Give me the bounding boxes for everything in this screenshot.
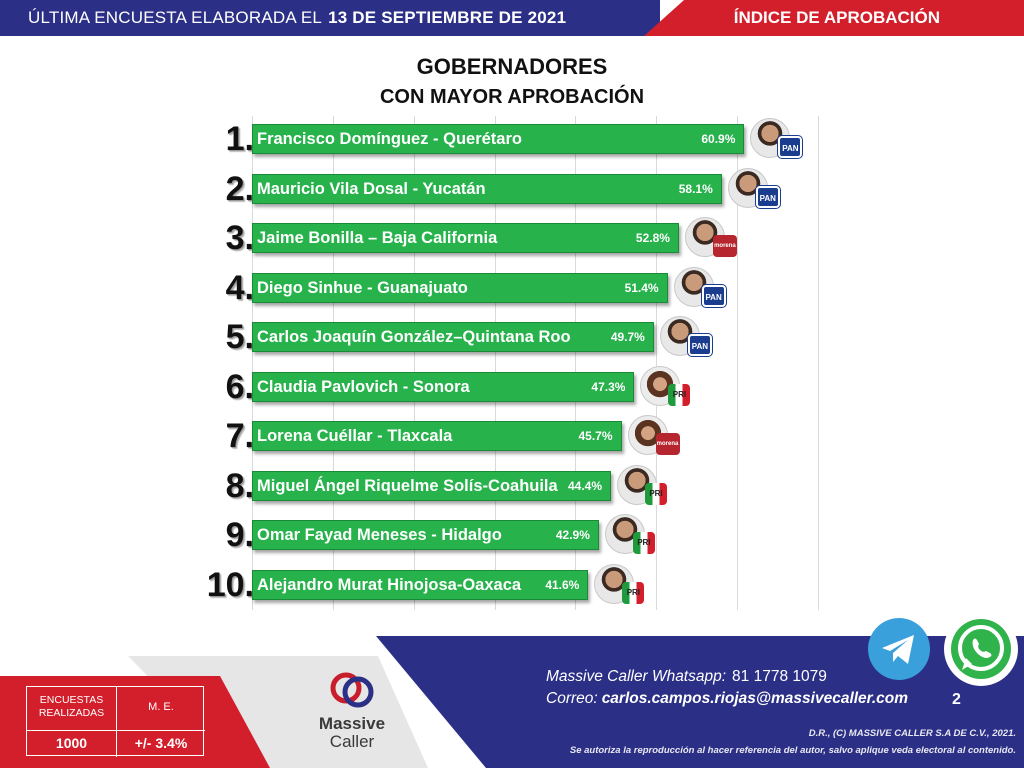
rank-label: 8.	[225, 466, 254, 505]
approval-value-label: 49.7%	[610, 330, 645, 344]
surveys-count-label: ENCUESTAS REALIZADAS	[27, 687, 117, 731]
rank-label: 10.	[206, 565, 254, 604]
approval-value-label: 52.8%	[635, 231, 670, 245]
approval-value-label: 47.3%	[591, 379, 626, 394]
governor-name-label: Claudia Pavlovich - Sonora	[257, 377, 470, 396]
rank-label: 2.	[225, 169, 254, 208]
approval-value-label: 42.9%	[555, 528, 590, 542]
telegram-icon[interactable]	[868, 618, 930, 680]
governor-name-label: Omar Fayad Meneses - Hidalgo	[257, 526, 502, 544]
rank-label: 4.	[225, 268, 254, 307]
approval-bar: Francisco Domínguez - Querétaro 60.9%	[252, 124, 745, 154]
approval-bar: Claudia Pavlovich - Sonora 47.3%	[252, 371, 635, 402]
survey-date-label: ÚLTIMA ENCUESTA ELABORADA EL	[28, 8, 323, 27]
logo-text-caller: Caller	[329, 732, 375, 751]
gridline	[252, 116, 253, 610]
whatsapp-contact: Massive Caller Whatsapp: 81 1778 1079	[546, 668, 827, 686]
approval-bar: Miguel Ángel Riquelme Solís-Coahuila 44.4…	[252, 470, 611, 501]
approval-value-label: 44.4%	[567, 478, 602, 493]
party-logo-pan: PAN	[778, 136, 803, 158]
approval-bar: Mauricio Vila Dosal - Yucatán 58.1%	[252, 173, 722, 204]
margin-error-value: +/- 3.4%	[134, 735, 188, 751]
rank-label: 1.	[225, 120, 254, 158]
party-logo-morena: morena	[712, 235, 737, 257]
chart-title: GOBERNADORES	[416, 54, 608, 79]
governor-name-label: Francisco Domínguez - Querétaro	[257, 130, 522, 148]
gridline	[332, 116, 334, 610]
party-logo-pan: PAN	[687, 334, 712, 356]
logo-mark-icon	[330, 672, 374, 708]
chart-subtitle: CON MAYOR APROBACIÓN	[379, 86, 645, 108]
gridline	[413, 116, 415, 610]
party-logo-pri: PRI	[622, 581, 645, 604]
approval-value-label: 45.7%	[578, 429, 613, 443]
party-logo-pan: PAN	[755, 185, 780, 208]
whatsapp-phone-icon	[951, 619, 1011, 679]
approval-value-label: 41.6%	[545, 577, 580, 592]
governor-name-label: Carlos Joaquín González–Quintana Roo	[257, 328, 571, 346]
telegram-plane-icon	[882, 635, 914, 664]
approval-bar: Lorena Cuéllar - Tlaxcala 45.7%	[252, 421, 622, 451]
header-bar: ÚLTIMA ENCUESTA ELABORADA EL 13 DE SEPTIE…	[0, 0, 1024, 36]
survey-date-text: ÚLTIMA ENCUESTA ELABORADA EL 13 DE SEPTIE…	[28, 8, 566, 28]
approval-bar: Omar Fayad Meneses - Hidalgo 42.9%	[252, 520, 599, 550]
rank-label: 6.	[225, 367, 254, 406]
email-contact: Correo: carlos.campos.riojas@massivecalle…	[546, 690, 908, 708]
gridline	[737, 116, 739, 610]
party-logo-morena: morena	[655, 433, 680, 455]
authorization-text: Se autoriza la reproducción al hacer ref…	[569, 745, 1016, 756]
rank-label: 9.	[225, 516, 254, 554]
whatsapp-number[interactable]: 81 1778 1079	[732, 668, 827, 685]
party-logo-pri: PRI	[645, 482, 667, 505]
email-label: Correo:	[546, 690, 598, 707]
page-number: 2	[952, 691, 961, 708]
gridline	[494, 116, 496, 610]
rank-label: 3.	[225, 219, 254, 257]
party-logo-pri: PRI	[632, 532, 655, 554]
approval-value-label: 58.1%	[678, 181, 713, 196]
party-logo-pri: PRI	[668, 383, 691, 406]
header-right-panel	[644, 0, 1024, 36]
governor-name-label: Lorena Cuéllar - Tlaxcala	[257, 427, 453, 445]
approval-bar: Diego Sinhue - Guanajuato 51.4%	[252, 272, 668, 303]
logo-text-massive: Massive	[318, 714, 386, 733]
approval-bar: Jaime Bonilla – Baja California 52.8%	[252, 223, 679, 253]
survey-date: 13 DE SEPTIEMBRE DE 2021	[328, 8, 567, 27]
governor-name-label: Diego Sinhue - Guanajuato	[257, 278, 468, 297]
party-logo-pan: PAN	[701, 284, 726, 307]
rank-label: 5.	[225, 318, 254, 356]
footer-red-panel	[0, 676, 270, 768]
massive-caller-logo: Massive Caller	[304, 668, 400, 764]
margin-error-label: M. E.	[117, 687, 205, 731]
approval-value-label: 51.4%	[624, 280, 659, 295]
approval-bar: Alejandro Murat Hinojosa-Oaxaca 41.6%	[252, 569, 589, 600]
approval-bar-chart: 1. Francisco Domínguez - Querétaro 60.9% PA…	[200, 112, 820, 612]
surveys-count-value: 1000	[27, 731, 117, 757]
gridline	[575, 116, 577, 610]
approval-bar: Carlos Joaquín González–Quintana Roo 49.7…	[252, 322, 654, 352]
copyright-text: D.R., (C) MASSIVE CALLER S.A DE C.V., 20…	[808, 728, 1016, 739]
whatsapp-icon[interactable]	[944, 612, 1018, 686]
approval-value-label: 60.9%	[701, 132, 736, 146]
gridline	[656, 116, 658, 610]
whatsapp-label: Massive Caller Whatsapp:	[546, 668, 727, 685]
email-address[interactable]: carlos.campos.riojas@massivecaller.com	[601, 690, 909, 707]
governor-name-label: Miguel Ángel Riquelme Solís-Coahuila	[257, 476, 558, 495]
header-left-panel: ÚLTIMA ENCUESTA ELABORADA EL 13 DE SEPTIE…	[0, 0, 660, 36]
gridline	[818, 116, 819, 610]
approval-index-label: ÍNDICE DE APROBACIÓN	[733, 8, 940, 27]
rank-label: 7.	[225, 417, 254, 455]
survey-stats-table: ENCUESTAS REALIZADAS M. E. 1000 +/- 3.4%	[26, 686, 205, 757]
governor-name-label: Jaime Bonilla – Baja California	[257, 229, 498, 247]
governor-name-label: Mauricio Vila Dosal - Yucatán	[257, 179, 486, 198]
governor-name-label: Alejandro Murat Hinojosa-Oaxaca	[257, 575, 522, 594]
